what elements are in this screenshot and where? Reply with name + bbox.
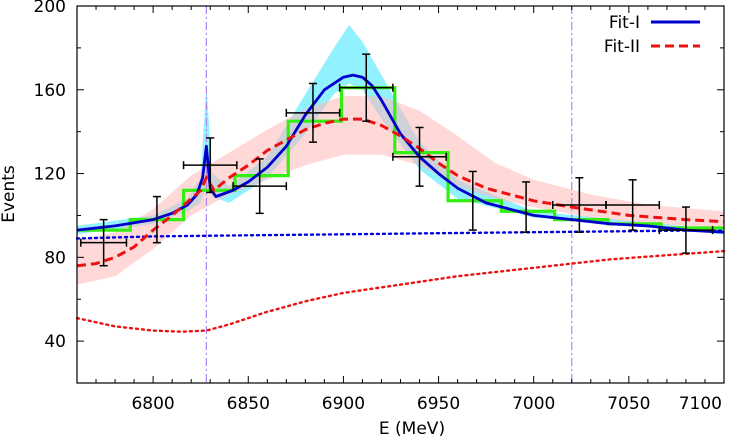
data-point	[232, 158, 288, 215]
y-axis-label: Events	[0, 165, 19, 223]
background-curves	[75, 228, 726, 333]
data-point	[152, 195, 161, 244]
background-curve-2	[75, 249, 726, 333]
uncertainty-bands	[77, 24, 724, 285]
fit-i-curve	[76, 73, 725, 234]
data-point	[392, 126, 447, 187]
x-axis-label: E (MeV)	[379, 419, 445, 439]
x-tick-label: 6950	[417, 394, 460, 414]
histogram	[77, 86, 724, 232]
data-point	[468, 170, 477, 231]
y-tick-label: 40	[44, 332, 66, 352]
x-tick-label: 6850	[227, 394, 270, 414]
fit-curves	[76, 73, 725, 268]
data-point	[522, 181, 531, 233]
x-tick-label: 7100	[679, 394, 722, 414]
data-points	[80, 53, 714, 267]
fit-ii-curve	[76, 117, 725, 268]
reference-lines	[205, 6, 573, 383]
axis-ticks: 6800 6850 6900 6950 7000 7050 7100 40 80 120 160 20…	[34, 0, 725, 414]
data-point	[658, 206, 714, 254]
legend: Fit-I Fit-II	[604, 13, 700, 57]
y-tick-label: 80	[44, 248, 66, 268]
x-tick-label: 7050	[607, 394, 650, 414]
data-point	[80, 218, 128, 267]
legend-label-fit-1: Fit-I	[609, 13, 640, 33]
data-point	[182, 137, 238, 194]
x-tick-label: 6900	[322, 394, 365, 414]
legend-label-fit-2: Fit-II	[604, 37, 640, 57]
y-tick-label: 120	[34, 165, 66, 185]
background-curve-1	[75, 228, 726, 240]
band-2	[77, 96, 724, 285]
x-tick-label: 6800	[131, 394, 174, 414]
data-point	[551, 176, 607, 233]
data-point	[605, 179, 661, 231]
data-point	[338, 53, 394, 122]
x-tick-label: 7000	[512, 394, 555, 414]
y-tick-label: 200	[34, 0, 66, 17]
data-point	[285, 82, 341, 143]
y-tick-label: 160	[34, 81, 66, 101]
histogram-steps	[77, 86, 724, 232]
